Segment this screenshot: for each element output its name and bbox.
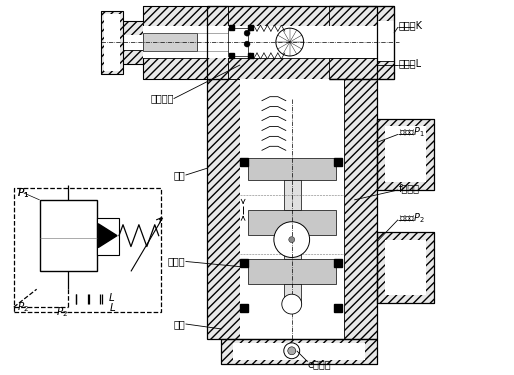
- Bar: [143, 58, 228, 79]
- Bar: [101, 11, 123, 74]
- Bar: [377, 118, 434, 190]
- Bar: [123, 21, 143, 35]
- Bar: [40, 200, 97, 272]
- Circle shape: [284, 343, 300, 359]
- Text: $P_1$: $P_1$: [17, 186, 29, 200]
- Bar: [221, 339, 377, 364]
- Bar: [228, 58, 377, 79]
- Text: 阀体: 阀体: [174, 170, 186, 180]
- Text: 端盖: 端盖: [174, 319, 186, 329]
- Bar: [104, 14, 120, 71]
- Bar: [284, 180, 301, 210]
- Bar: [221, 339, 377, 364]
- Bar: [143, 33, 197, 51]
- Bar: [329, 6, 394, 26]
- Text: 先导阀芯: 先导阀芯: [150, 94, 174, 104]
- Bar: [228, 6, 377, 26]
- Bar: [284, 235, 301, 260]
- Bar: [207, 79, 240, 339]
- Bar: [14, 188, 161, 312]
- Circle shape: [274, 222, 309, 258]
- Bar: [377, 232, 434, 303]
- Circle shape: [244, 30, 250, 36]
- Text: $L$: $L$: [109, 301, 116, 313]
- Text: $P_2$: $P_2$: [56, 305, 68, 319]
- Text: 外控口K: 外控口K: [399, 20, 423, 30]
- Bar: [228, 28, 248, 56]
- Bar: [248, 210, 336, 235]
- Circle shape: [244, 41, 250, 47]
- Text: 出油口$P_2$: 出油口$P_2$: [399, 211, 425, 225]
- Bar: [123, 50, 143, 64]
- Text: $L$: $L$: [108, 291, 115, 303]
- Bar: [248, 25, 253, 30]
- Circle shape: [288, 347, 296, 355]
- Text: f减压口: f减压口: [399, 183, 420, 193]
- Bar: [229, 25, 234, 30]
- Bar: [284, 284, 301, 304]
- Bar: [240, 84, 344, 97]
- Bar: [377, 118, 434, 190]
- Text: $P_2$: $P_2$: [17, 300, 29, 314]
- Bar: [248, 158, 336, 180]
- Circle shape: [289, 237, 295, 243]
- Bar: [377, 232, 434, 303]
- Bar: [248, 260, 336, 284]
- Circle shape: [282, 294, 302, 314]
- Bar: [229, 53, 234, 58]
- Bar: [335, 260, 342, 267]
- Bar: [344, 79, 377, 339]
- Text: $P_1$: $P_1$: [17, 186, 29, 200]
- Bar: [123, 35, 143, 50]
- Bar: [228, 26, 377, 58]
- Bar: [377, 21, 394, 61]
- Bar: [97, 218, 119, 255]
- Bar: [207, 6, 228, 79]
- Bar: [329, 26, 394, 58]
- Bar: [240, 158, 248, 166]
- Bar: [335, 304, 342, 312]
- Polygon shape: [98, 224, 117, 248]
- Bar: [377, 6, 394, 21]
- Bar: [385, 240, 426, 295]
- Bar: [240, 79, 344, 99]
- Bar: [240, 260, 248, 267]
- Text: e阻尼孔: e阻尼孔: [307, 358, 331, 369]
- Bar: [329, 58, 394, 79]
- Bar: [385, 126, 426, 182]
- Bar: [377, 61, 394, 79]
- Bar: [233, 343, 365, 360]
- Bar: [143, 6, 228, 26]
- Text: 泄油口L: 泄油口L: [399, 58, 422, 68]
- Text: 进油口$P_1$: 进油口$P_1$: [399, 126, 425, 139]
- Bar: [240, 79, 344, 339]
- Bar: [248, 53, 253, 58]
- Bar: [335, 158, 342, 166]
- Text: 主阀芯: 主阀芯: [168, 256, 186, 267]
- Circle shape: [276, 28, 304, 56]
- Bar: [143, 26, 228, 58]
- Bar: [240, 304, 248, 312]
